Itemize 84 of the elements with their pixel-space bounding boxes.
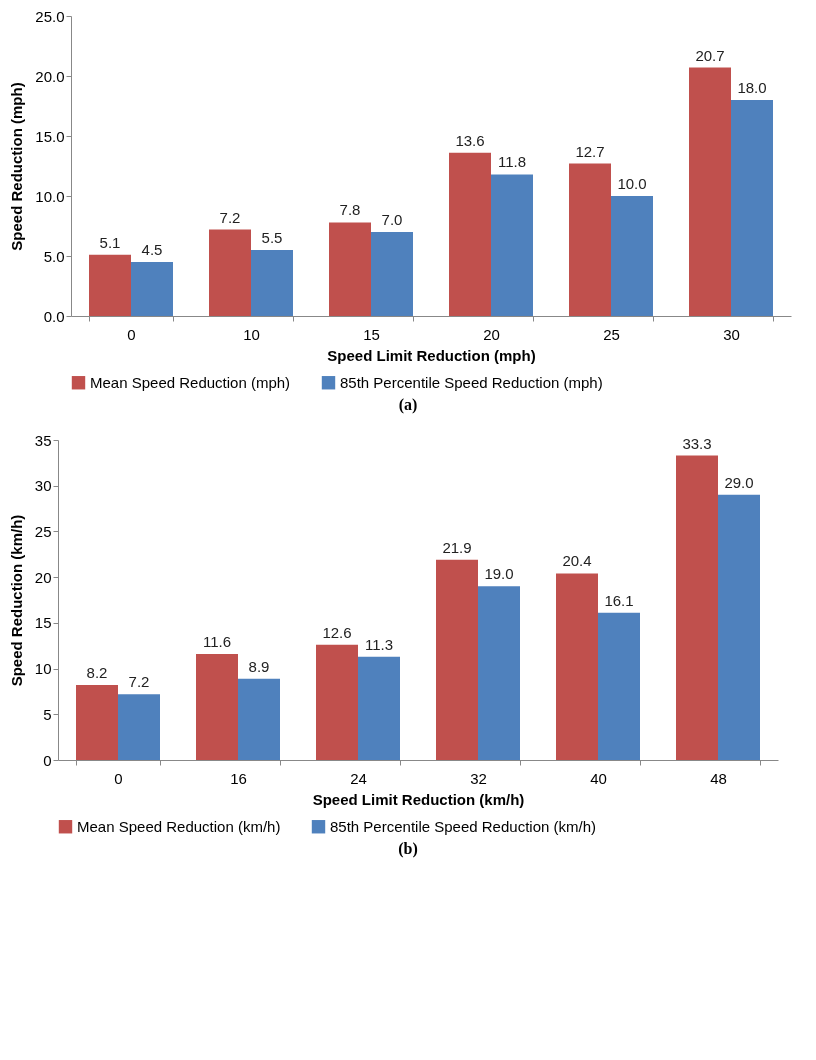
x-tick-label: 10 xyxy=(243,325,260,343)
y-tick-label: 20.0 xyxy=(35,67,65,85)
x-tick-label: 32 xyxy=(470,769,487,787)
x-tick-label: 40 xyxy=(590,769,607,787)
data-label: 11.3 xyxy=(364,635,394,653)
y-tick-label: 35 xyxy=(34,431,52,449)
y-axis-title: Speed Reduction (km/h) xyxy=(7,514,25,687)
bar xyxy=(316,644,358,760)
data-label: 5.1 xyxy=(99,233,121,251)
data-label: 21.9 xyxy=(442,538,472,556)
x-axis-title: Speed Limit Reduction (mph) xyxy=(327,346,536,364)
data-label: 16.1 xyxy=(604,591,634,609)
bar xyxy=(731,100,773,316)
bar xyxy=(76,685,118,760)
data-label: 5.5 xyxy=(261,229,283,246)
data-label: 29.0 xyxy=(724,473,754,491)
y-tick-label: 20 xyxy=(34,568,52,586)
bar xyxy=(478,586,520,760)
bar xyxy=(196,653,238,760)
data-label: 8.9 xyxy=(248,657,270,675)
legend-label: 85th Percentile Speed Reduction (km/h) xyxy=(330,817,596,835)
x-tick-label: 48 xyxy=(710,769,727,787)
data-label: 7.8 xyxy=(339,201,361,219)
bar xyxy=(718,494,760,760)
data-label: 8.2 xyxy=(86,664,108,682)
y-tick-label: 25 xyxy=(34,522,52,540)
x-tick-label: 0 xyxy=(127,325,136,343)
data-label: 19.0 xyxy=(484,565,514,583)
legend-label: Mean Speed Reduction (mph) xyxy=(90,373,291,391)
bar xyxy=(89,254,131,316)
bar xyxy=(358,656,400,760)
text: (b) xyxy=(397,840,419,858)
bar xyxy=(329,222,371,316)
data-label: 10.0 xyxy=(617,175,647,192)
data-label: 18.0 xyxy=(737,79,767,96)
x-tick-label: 25 xyxy=(603,325,620,343)
data-label: 4.5 xyxy=(141,241,163,258)
y-tick-label: 15.0 xyxy=(35,127,65,145)
bar xyxy=(371,232,413,316)
data-label: 7.0 xyxy=(381,211,403,228)
bar xyxy=(436,559,478,760)
data-label: 7.2 xyxy=(219,208,241,226)
bar xyxy=(689,67,731,316)
legend-label: 85th Percentile Speed Reduction (mph) xyxy=(340,373,603,391)
bar xyxy=(209,229,251,316)
x-tick-label: 20 xyxy=(483,325,500,343)
bar xyxy=(598,612,640,760)
x-tick-label: 30 xyxy=(723,325,740,343)
x-axis-title: Speed Limit Reduction (km/h) xyxy=(312,790,525,808)
data-label: 12.6 xyxy=(322,623,352,641)
y-tick-label: 5.0 xyxy=(43,247,65,265)
bar xyxy=(491,174,533,316)
bar xyxy=(131,262,173,316)
bar xyxy=(676,455,718,760)
bar xyxy=(118,694,160,760)
y-tick-label: 0 xyxy=(43,751,52,769)
y-tick-label: 10.0 xyxy=(35,187,65,205)
x-tick-label: 16 xyxy=(230,769,247,787)
bar xyxy=(569,163,611,316)
legend-label: Mean Speed Reduction (km/h) xyxy=(77,817,281,835)
bar xyxy=(449,152,491,316)
data-label: 7.2 xyxy=(128,673,150,691)
x-tick-label: 15 xyxy=(363,325,380,343)
data-label: 20.7 xyxy=(695,46,725,64)
y-tick-label: 5 xyxy=(43,705,52,723)
y-tick-label: 0.0 xyxy=(43,307,65,325)
y-tick-label: 10 xyxy=(34,660,52,678)
y-tick-label: 25.0 xyxy=(35,7,65,25)
y-tick-label: 30 xyxy=(34,477,52,495)
y-axis-title: Speed Reduction (mph) xyxy=(8,82,26,251)
x-tick-label: 0 xyxy=(114,769,123,787)
data-label: 11.6 xyxy=(202,632,232,650)
data-label: 12.7 xyxy=(575,142,605,160)
data-label: 11.8 xyxy=(497,153,527,171)
bar xyxy=(251,250,293,316)
data-label: 13.6 xyxy=(455,131,485,149)
text: (a) xyxy=(397,396,419,414)
data-label: 20.4 xyxy=(562,552,592,570)
bar xyxy=(611,196,653,316)
y-tick-label: 15 xyxy=(34,614,52,632)
bar xyxy=(238,678,280,760)
bar xyxy=(556,573,598,760)
x-tick-label: 24 xyxy=(350,769,367,787)
data-label: 33.3 xyxy=(682,434,712,452)
